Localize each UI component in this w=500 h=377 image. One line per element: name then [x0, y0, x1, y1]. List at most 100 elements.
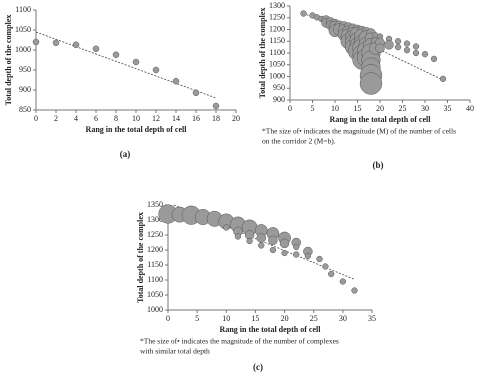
caption: (c) [253, 362, 263, 372]
x-tick-label: 8 [114, 114, 118, 123]
x-tick-label: 15 [354, 104, 362, 113]
x-tick-label: 6 [94, 114, 98, 123]
x-tick-label: 15 [251, 314, 259, 323]
note: with similar total depth [140, 347, 210, 356]
x-tick-label: 40 [466, 104, 474, 113]
y-axis-label: Total depth of the complex [4, 15, 13, 106]
x-tick-label: 25 [310, 314, 318, 323]
trendline [35, 31, 217, 99]
x-tick-label: 16 [192, 114, 200, 123]
y-tick-label: 1100 [269, 48, 285, 57]
point [152, 66, 160, 74]
x-tick-label: 20 [232, 114, 240, 123]
point [72, 41, 80, 49]
x-tick-label: 10 [331, 104, 339, 113]
point [421, 51, 429, 58]
point [403, 47, 411, 54]
x-tick-label: 25 [399, 104, 407, 113]
point [351, 287, 358, 294]
y-tick-label: 1000 [147, 305, 163, 314]
point [192, 89, 200, 97]
y-tick-label: 1300 [147, 215, 163, 224]
point [223, 224, 230, 231]
x-tick-label: 5 [311, 104, 315, 113]
point [212, 102, 220, 110]
y-tick-label: 900 [19, 85, 31, 94]
point [269, 246, 277, 254]
x-axis-label: Rang in the total depth of cell [86, 125, 188, 134]
x-tick-label: 0 [166, 314, 170, 323]
x-axis-label: Rang in the total depth of cell [220, 325, 322, 334]
point [316, 255, 323, 263]
x-tick-label: 14 [172, 114, 180, 123]
y-tick-label: 1100 [15, 5, 31, 14]
y-tick-label: 1000 [269, 71, 285, 80]
x-tick-label: 35 [444, 104, 452, 113]
point [412, 43, 420, 50]
point [52, 39, 60, 47]
point [268, 235, 278, 246]
y-tick-label: 1000 [15, 45, 31, 54]
x-tick-label: 12 [152, 114, 160, 123]
point [304, 252, 312, 260]
point [281, 249, 288, 257]
x-tick-label: 35 [368, 314, 376, 323]
y-tick-label: 1150 [147, 260, 163, 269]
point [339, 278, 347, 285]
x-axis-label: Rang in the total depth of cell [330, 115, 432, 124]
y-tick-label: 900 [273, 95, 285, 104]
y-tick-label: 850 [19, 105, 31, 114]
point [246, 237, 253, 245]
x-tick-label: 20 [376, 104, 384, 113]
caption: (a) [120, 149, 131, 159]
x-tick-label: 2 [54, 114, 58, 123]
x-tick-label: 4 [74, 114, 78, 123]
point [293, 243, 300, 251]
x-tick-label: 0 [288, 104, 292, 113]
point [256, 233, 267, 243]
y-tick-label: 1250 [147, 230, 163, 239]
note: on the corridor 2 (M=b). [262, 137, 336, 146]
x-tick-label: 0 [34, 114, 38, 123]
x-tick-label: 30 [421, 104, 429, 113]
point [384, 40, 394, 50]
point [258, 242, 265, 249]
point [92, 45, 100, 53]
x-tick-label: 10 [132, 114, 140, 123]
y-tick-label: 1050 [15, 25, 31, 34]
caption: (b) [373, 160, 384, 170]
y-tick-label: 1300 [269, 1, 285, 10]
y-tick-label: 1200 [269, 24, 285, 33]
point [328, 270, 335, 278]
x-tick-label: 18 [212, 114, 220, 123]
note: *The size of• indicates the magnitude (M… [262, 127, 456, 136]
point [375, 43, 385, 54]
x-tick-label: 10 [222, 314, 230, 323]
y-axis-label: Total depth of the complex [258, 8, 267, 99]
point [300, 10, 307, 17]
point [322, 263, 329, 270]
point [359, 72, 383, 95]
x-tick-label: 20 [281, 314, 289, 323]
y-axis-label: Total depth of the complex [136, 212, 145, 303]
y-tick-label: 1200 [147, 245, 163, 254]
point [430, 55, 438, 63]
point [412, 49, 420, 57]
y-tick-label: 1050 [269, 60, 285, 69]
point [293, 251, 300, 258]
point [439, 75, 447, 82]
point [279, 238, 290, 249]
point [32, 38, 40, 46]
point [394, 38, 402, 45]
point [132, 58, 140, 66]
point [112, 51, 120, 59]
y-tick-label: 1100 [147, 275, 163, 284]
y-tick-label: 1250 [269, 13, 285, 22]
x-tick-label: 30 [339, 314, 347, 323]
y-tick-label: 1350 [147, 200, 163, 209]
y-tick-label: 950 [19, 65, 31, 74]
point [403, 40, 411, 47]
y-tick-label: 1150 [269, 36, 285, 45]
y-tick-label: 950 [273, 83, 285, 92]
